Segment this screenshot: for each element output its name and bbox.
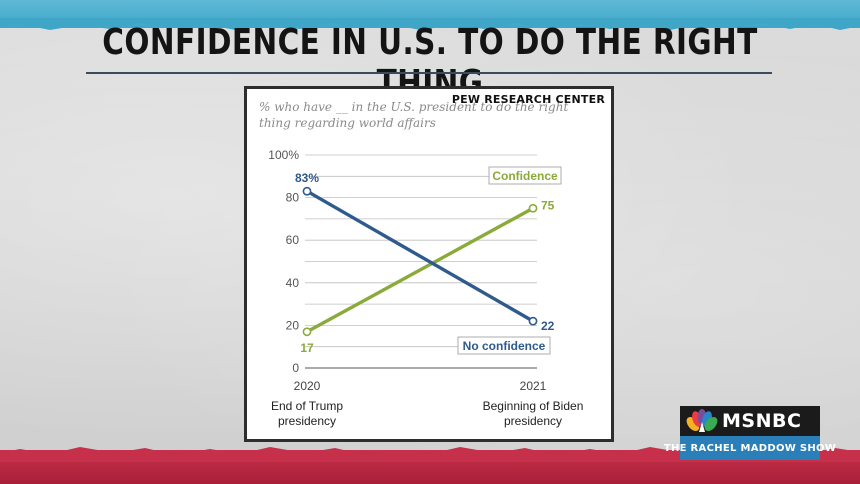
y-tick-label: 60 xyxy=(286,233,300,247)
chart-subtitle: % who have __ in the U.S. president to d… xyxy=(259,100,569,130)
data-point xyxy=(302,186,312,196)
network-logo: MSNBC THE RACHEL MADDOW SHOW xyxy=(664,406,836,462)
series-line-no-confidence xyxy=(305,189,535,323)
bottom-band-torn-edge xyxy=(0,447,860,462)
y-tick-label: 20 xyxy=(286,318,300,332)
x-category-description: presidency xyxy=(504,414,562,428)
x-category-description: presidency xyxy=(278,414,336,428)
y-tick-label: 0 xyxy=(292,361,299,375)
data-label: 22 xyxy=(541,319,555,333)
logo-top-bar: MSNBC xyxy=(680,406,820,436)
data-label: 17 xyxy=(300,341,314,355)
series-line-confidence xyxy=(305,206,535,334)
y-tick-label: 40 xyxy=(286,276,300,290)
series-label: Confidence xyxy=(492,169,558,183)
data-point xyxy=(528,316,538,326)
series-label-box xyxy=(457,336,551,355)
headline-divider xyxy=(86,72,772,74)
chart-card: % who have __ in the U.S. president to d… xyxy=(244,86,614,442)
data-label: 75 xyxy=(541,198,555,212)
y-tick-label: 100% xyxy=(268,148,299,162)
series-label-box xyxy=(488,166,562,185)
data-label: 83% xyxy=(295,171,319,185)
data-point xyxy=(528,203,538,213)
x-category-description: Beginning of Biden xyxy=(483,399,584,413)
source-label: PEW RESEARCH CENTER xyxy=(451,93,605,106)
x-tick-label: 2020 xyxy=(294,379,321,393)
series-label: No confidence xyxy=(463,339,546,353)
peacock-icon xyxy=(686,409,718,432)
top-band-torn-edge xyxy=(0,18,860,30)
logo-network-name: MSNBC xyxy=(722,410,802,432)
x-category-description: End of Trump xyxy=(271,399,343,413)
x-tick-label: 2021 xyxy=(520,379,547,393)
data-point xyxy=(302,327,312,337)
logo-show-name: THE RACHEL MADDOW SHOW xyxy=(663,442,837,454)
logo-show-bar: THE RACHEL MADDOW SHOW xyxy=(664,436,836,460)
y-tick-label: 80 xyxy=(286,191,300,205)
